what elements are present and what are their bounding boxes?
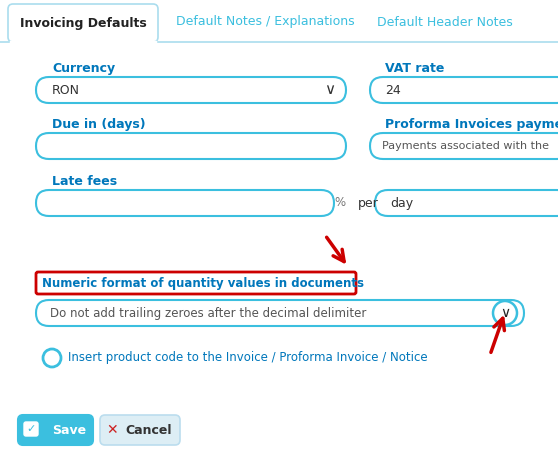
FancyBboxPatch shape: [36, 300, 524, 326]
Text: Do not add trailing zeroes after the decimal delimiter: Do not add trailing zeroes after the dec…: [50, 306, 367, 320]
FancyBboxPatch shape: [36, 77, 346, 103]
Text: ✓: ✓: [26, 424, 36, 434]
FancyBboxPatch shape: [8, 4, 158, 42]
FancyBboxPatch shape: [24, 422, 38, 436]
Text: RON: RON: [52, 84, 80, 97]
Text: Default Notes / Explanations: Default Notes / Explanations: [176, 16, 354, 29]
Text: ∨: ∨: [324, 83, 335, 97]
Text: Insert product code to the Invoice / Proforma Invoice / Notice: Insert product code to the Invoice / Pro…: [68, 352, 427, 365]
Text: Late fees: Late fees: [52, 175, 117, 188]
Text: Currency: Currency: [52, 62, 115, 75]
Text: Invoicing Defaults: Invoicing Defaults: [20, 17, 146, 30]
FancyBboxPatch shape: [375, 190, 558, 216]
FancyBboxPatch shape: [370, 77, 558, 103]
Text: Due in (days): Due in (days): [52, 118, 146, 131]
Text: Save: Save: [52, 424, 86, 437]
FancyBboxPatch shape: [100, 415, 180, 445]
Text: Proforma Invoices paymen: Proforma Invoices paymen: [385, 118, 558, 131]
FancyBboxPatch shape: [36, 190, 334, 216]
Text: %: %: [334, 196, 345, 209]
Text: Payments associated with the: Payments associated with the: [382, 141, 549, 151]
Text: Cancel: Cancel: [125, 424, 171, 437]
Text: day: day: [390, 196, 413, 209]
FancyBboxPatch shape: [18, 415, 93, 445]
FancyBboxPatch shape: [370, 133, 558, 159]
FancyBboxPatch shape: [36, 272, 356, 294]
Text: per: per: [358, 196, 379, 209]
Text: ∨: ∨: [500, 306, 510, 320]
Text: Numeric format of quantity values in documents: Numeric format of quantity values in doc…: [42, 276, 364, 290]
FancyBboxPatch shape: [36, 133, 346, 159]
Text: Default Header Notes: Default Header Notes: [377, 16, 513, 29]
Text: 24: 24: [385, 84, 401, 97]
Text: ✕: ✕: [106, 423, 118, 437]
Text: VAT rate: VAT rate: [385, 62, 444, 75]
